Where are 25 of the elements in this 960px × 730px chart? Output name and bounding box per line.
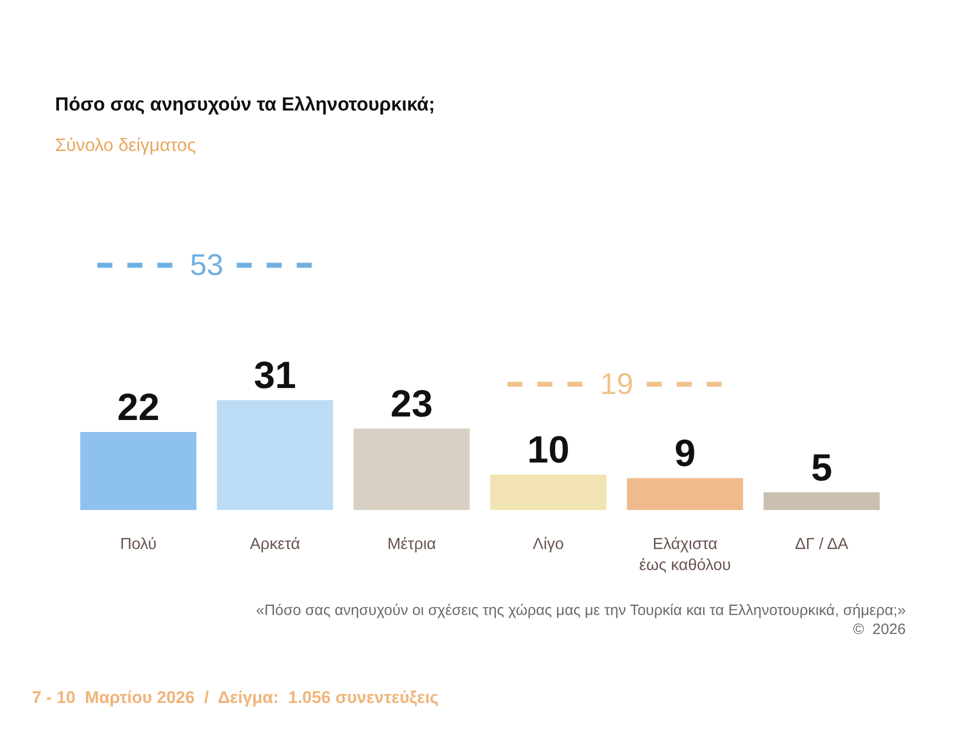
bar xyxy=(80,432,196,510)
bar xyxy=(354,428,470,510)
data-label: 9 xyxy=(674,433,696,476)
bar xyxy=(490,474,606,510)
data-label: 5 xyxy=(811,447,832,490)
x-tick-label: Ελάχιστα έως καθόλου xyxy=(639,536,731,574)
chart-subtitle: Σύνολο δείγματος xyxy=(55,134,196,155)
bar xyxy=(626,478,744,510)
data-label: 10 xyxy=(527,430,570,472)
data-label: 22 xyxy=(117,387,160,430)
text: 53 xyxy=(190,249,224,282)
text: 7 - 10 Μαρτίου 2026 / Δείγμα: 1.056 συνεντεύξεις xyxy=(32,688,439,707)
text: «Πόσο σας ανησυχούν οι σχέσεις της χώρας μας με την Τουρκία και τα Ελληνοτουρκικά, σήμερα;» xyxy=(256,602,906,619)
x-tick-label: Αρκετά xyxy=(250,536,300,553)
bar xyxy=(216,400,334,510)
bar xyxy=(764,492,880,510)
chart-title: Πόσο σας ανησυχούν τα Ελληνοτουρκικά; xyxy=(55,94,435,116)
x-tick-label: Πολύ xyxy=(120,536,157,553)
x-tick-label: Λίγο xyxy=(532,536,564,553)
annotation: 19 xyxy=(600,368,634,401)
x-tick-label: Μέτρια xyxy=(387,536,436,553)
data-label: 23 xyxy=(390,384,433,426)
x-tick-label: ΔΓ / ΔΑ xyxy=(795,536,849,553)
text: © 2026 xyxy=(853,621,906,638)
data-label: 31 xyxy=(254,355,296,398)
